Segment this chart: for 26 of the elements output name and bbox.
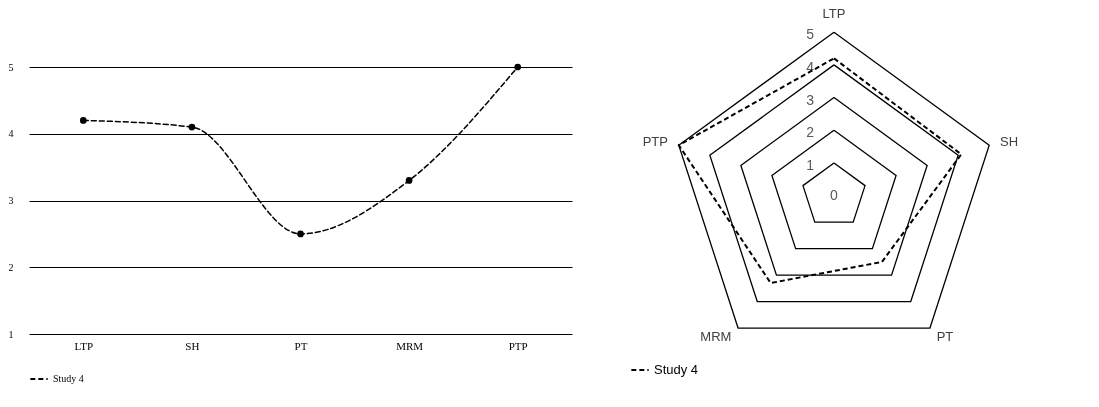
y-tick-label: 2 bbox=[806, 124, 815, 141]
spoke-label: PTP bbox=[642, 133, 668, 149]
y-tick-label: 3 bbox=[8, 195, 14, 206]
y-tick-label: 5 bbox=[806, 26, 815, 43]
x-tick-label: SH bbox=[185, 339, 200, 352]
spoke-label: LTP bbox=[822, 5, 846, 21]
y-tick-label: 1 bbox=[806, 157, 815, 174]
x-tick-label: PTP bbox=[508, 339, 528, 352]
y-tick-label: 4 bbox=[8, 128, 14, 140]
spoke-label: SH bbox=[1000, 133, 1019, 149]
y-tick-label: 1 bbox=[8, 328, 14, 340]
point bbox=[79, 117, 87, 124]
legend-label: Study 4 bbox=[654, 362, 699, 377]
y-tick-label: 0 bbox=[830, 186, 839, 203]
point bbox=[297, 230, 304, 238]
y-tick-label: 5 bbox=[8, 61, 14, 73]
y-tick-label: 2 bbox=[8, 261, 14, 273]
y-tick-label: 4 bbox=[806, 58, 815, 75]
point bbox=[188, 123, 196, 131]
x-tick-label: MRM bbox=[396, 339, 424, 352]
x-tick-label: PT bbox=[294, 339, 308, 352]
x-tick-label: LTP bbox=[74, 339, 94, 352]
point bbox=[405, 177, 413, 184]
point bbox=[514, 63, 522, 71]
legend-label: Study 4 bbox=[53, 373, 84, 384]
y-tick-label: 3 bbox=[806, 91, 815, 108]
